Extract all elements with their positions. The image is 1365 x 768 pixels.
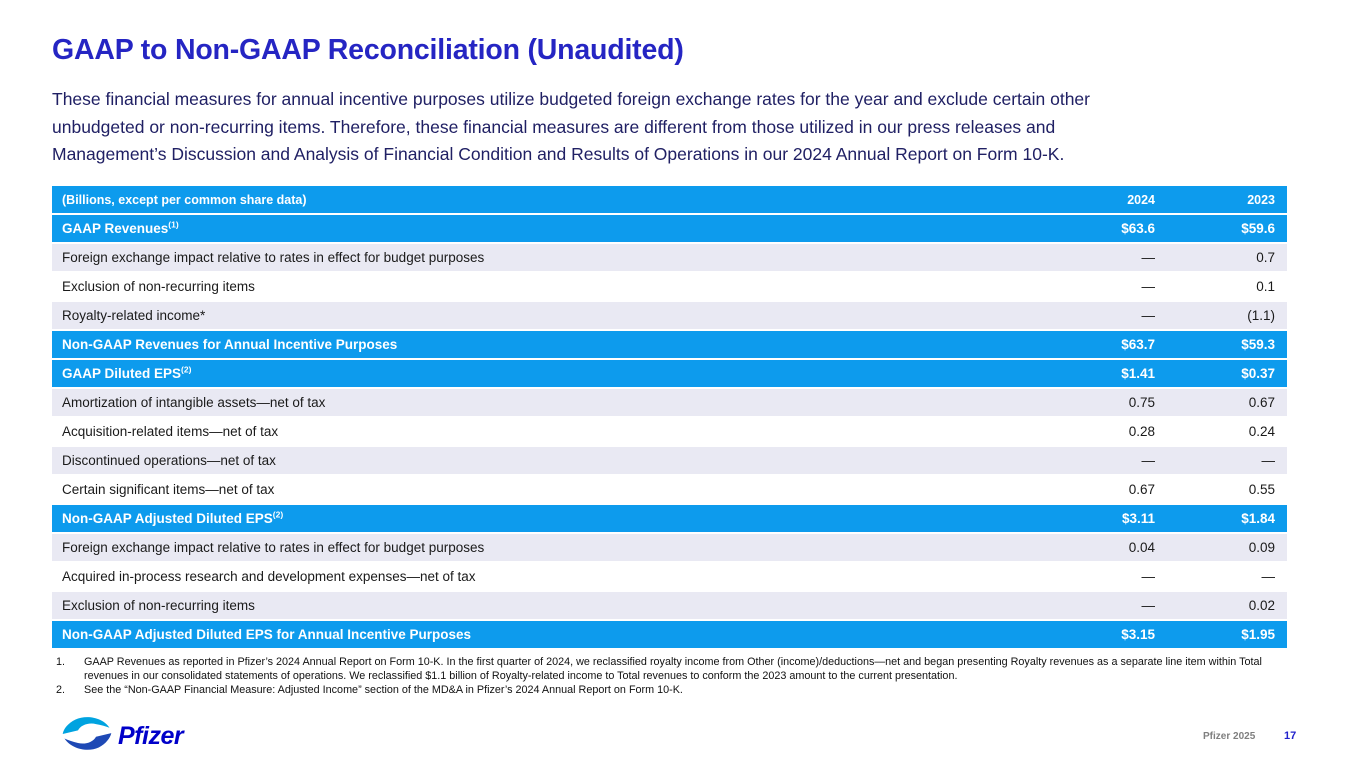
row-value-2023: $0.37 <box>1241 366 1275 381</box>
pfizer-logo: Pfizer <box>60 714 184 759</box>
row-value-2024: — <box>1141 250 1156 265</box>
row-value-2023: $1.84 <box>1241 511 1275 526</box>
row-label: Non-GAAP Adjusted Diluted EPS(2) <box>62 511 284 526</box>
table-header-row: (Billions, except per common share data)… <box>52 186 1287 213</box>
table-row: Royalty-related income* — (1.1) <box>52 302 1287 329</box>
row-value-2023: — <box>1261 453 1276 468</box>
table-row: Exclusion of non-recurring items — 0.02 <box>52 592 1287 619</box>
row-value-2023: 0.67 <box>1248 395 1275 410</box>
intro-line: unbudgeted or non-recurring items. There… <box>52 116 1056 137</box>
page-title: GAAP to Non-GAAP Reconciliation (Unaudit… <box>52 34 684 66</box>
footnote-number: 1. <box>56 656 66 668</box>
footnote-text: See the “Non-GAAP Financial Measure: Adj… <box>84 683 683 696</box>
row-label: Foreign exchange impact relative to rate… <box>62 250 485 265</box>
footnotes: 1. GAAP Revenues as reported in Pfizer’s … <box>56 656 1284 697</box>
row-label: Exclusion of non-recurring items <box>62 598 255 613</box>
table-row: GAAP Revenues(1) $63.6 $59.6 <box>52 215 1287 242</box>
table-row: Discontinued operations—net of tax — — <box>52 447 1287 474</box>
footnote-marker: (2) <box>272 511 284 520</box>
intro-line: These financial measures for annual ince… <box>52 89 1090 109</box>
row-label: Amortization of intangible assets—net of… <box>62 395 326 410</box>
row-label: Discontinued operations—net of tax <box>62 453 276 468</box>
row-label: GAAP Diluted EPS(2) <box>62 366 192 381</box>
row-value-2023: $59.6 <box>1241 221 1275 236</box>
intro-paragraph: These financial measures for annual ince… <box>52 86 1297 169</box>
row-value-2024: $3.15 <box>1121 627 1155 642</box>
footnote: 2. See the “Non-GAAP Financial Measure: A… <box>56 684 1284 698</box>
row-value-2024: $63.6 <box>1121 221 1155 236</box>
row-value-2024: 0.67 <box>1128 482 1155 497</box>
table-body: GAAP Revenues(1) $63.6 $59.6 Foreign exchan… <box>52 215 1287 648</box>
row-value-2023: 0.02 <box>1248 598 1275 613</box>
table-row: Amortization of intangible assets—net of… <box>52 389 1287 416</box>
pfizer-swirl-icon <box>60 714 114 759</box>
row-value-2023: 0.1 <box>1256 279 1275 294</box>
table-row: GAAP Diluted EPS(2) $1.41 $0.37 <box>52 360 1287 387</box>
pfizer-wordmark: Pfizer <box>118 722 184 750</box>
row-value-2024: $63.7 <box>1121 337 1155 352</box>
row-value-2024: 0.28 <box>1128 424 1155 439</box>
row-value-2023: 0.09 <box>1248 540 1275 555</box>
row-label: Acquired in-process research and develop… <box>62 569 476 584</box>
row-value-2023: — <box>1261 569 1276 584</box>
footnote-marker: (2) <box>181 366 192 375</box>
table-row: Acquired in-process research and develop… <box>52 563 1287 590</box>
table-header-label: (Billions, except per common share data) <box>62 192 307 207</box>
page-number: 17 <box>1284 730 1297 742</box>
row-value-2024: — <box>1141 453 1156 468</box>
row-value-2024: $1.41 <box>1121 366 1155 381</box>
row-value-2023: 0.24 <box>1248 424 1275 439</box>
row-value-2024: 0.04 <box>1128 540 1155 555</box>
row-label: Royalty-related income* <box>62 308 206 323</box>
table-header-2023: 2023 <box>1247 192 1275 207</box>
row-value-2024: — <box>1141 308 1156 323</box>
row-label: Certain significant items—net of tax <box>62 482 275 497</box>
row-value-2024: 0.75 <box>1128 395 1155 410</box>
row-label: Exclusion of non-recurring items <box>62 279 255 294</box>
row-value-2023: 0.55 <box>1248 482 1275 497</box>
table-row: Non-GAAP Adjusted Diluted EPS for Annual… <box>52 621 1287 648</box>
footnote-text: GAAP Revenues as reported in Pfizer’s 20… <box>84 656 1262 682</box>
footnote: 1. GAAP Revenues as reported in Pfizer’s … <box>56 656 1284 684</box>
row-label: Foreign exchange impact relative to rate… <box>62 540 485 555</box>
table-row: Foreign exchange impact relative to rate… <box>52 534 1287 561</box>
table-row: Non-GAAP Revenues for Annual Incentive P… <box>52 331 1287 358</box>
row-value-2023: 0.7 <box>1256 250 1275 265</box>
table-row: Foreign exchange impact relative to rate… <box>52 244 1287 271</box>
row-label: Non-GAAP Adjusted Diluted EPS for Annual… <box>62 627 472 642</box>
reconciliation-table: (Billions, except per common share data)… <box>52 186 1287 650</box>
table-row: Acquisition-related items—net of tax 0.28… <box>52 418 1287 445</box>
row-value-2024: — <box>1141 569 1156 584</box>
row-label: Acquisition-related items—net of tax <box>62 424 279 439</box>
row-value-2024: — <box>1141 279 1156 294</box>
table-header-2024: 2024 <box>1127 192 1155 207</box>
footnote-number: 2. <box>56 683 66 696</box>
table-row: Exclusion of non-recurring items — 0.1 <box>52 273 1287 300</box>
row-value-2024: — <box>1141 598 1156 613</box>
table-row: Non-GAAP Adjusted Diluted EPS(2) $3.11 $1.… <box>52 505 1287 532</box>
footer-company-label: Pfizer 2025 <box>1203 731 1256 742</box>
row-label: GAAP Revenues(1) <box>62 221 179 236</box>
row-value-2023: $59.3 <box>1241 337 1275 352</box>
footnote-marker: (1) <box>168 221 179 230</box>
intro-line: Management’s Discussion and Analysis of … <box>52 144 1065 164</box>
row-value-2023: (1.1) <box>1247 308 1275 323</box>
table-row: Certain significant items—net of tax 0.67… <box>52 476 1287 503</box>
row-label: Non-GAAP Revenues for Annual Incentive P… <box>62 337 398 352</box>
row-value-2024: $3.11 <box>1121 511 1155 526</box>
row-value-2023: $1.95 <box>1241 627 1275 642</box>
